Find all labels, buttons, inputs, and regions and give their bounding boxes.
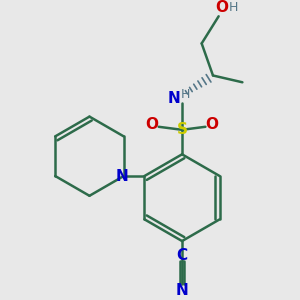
Text: S: S: [177, 122, 188, 137]
Text: N: N: [176, 283, 188, 298]
Text: N: N: [167, 91, 180, 106]
Text: O: O: [206, 117, 219, 132]
Text: N: N: [116, 169, 128, 184]
Text: C: C: [176, 248, 188, 263]
Text: O: O: [146, 117, 158, 132]
Text: O: O: [215, 1, 228, 16]
Text: H: H: [228, 2, 238, 14]
Text: H: H: [180, 88, 190, 101]
